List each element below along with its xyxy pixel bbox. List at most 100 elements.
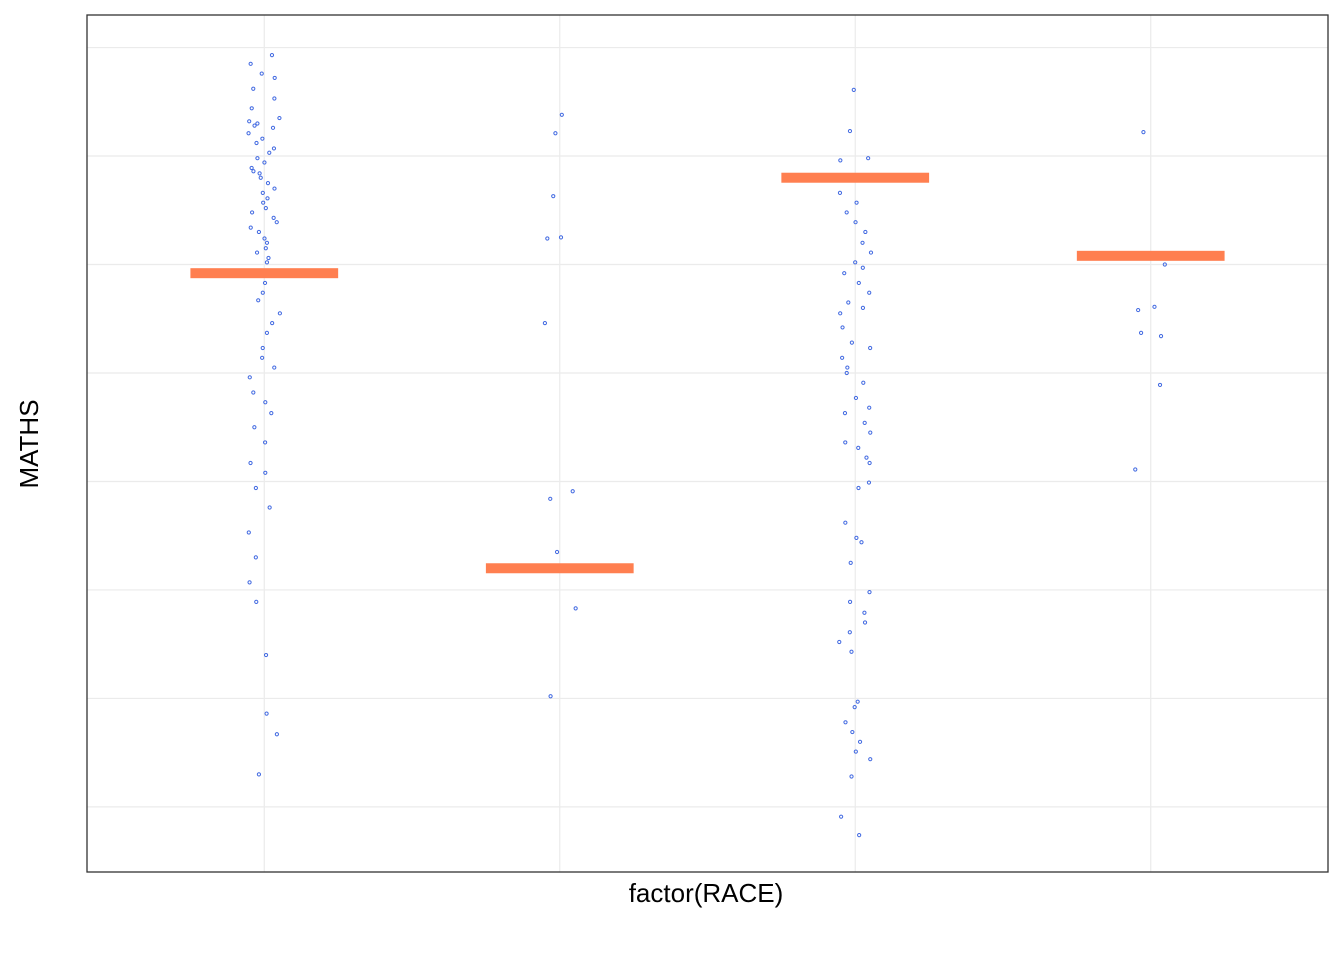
point [847,599,853,604]
point [844,370,849,376]
point [265,181,271,186]
point [867,290,872,295]
point [857,739,863,744]
point [849,649,854,654]
point [859,540,864,545]
point [262,280,268,286]
point [860,240,865,245]
point [249,106,254,111]
point [548,496,553,501]
point [247,375,252,380]
point [261,200,266,205]
point [260,345,265,351]
point [263,205,268,211]
point [254,599,259,604]
point [272,75,277,81]
point [573,606,578,611]
point [260,190,265,196]
point [842,271,847,276]
point [265,196,270,201]
point [262,236,267,241]
point [866,480,872,485]
point [247,580,252,585]
point [856,485,861,491]
point [252,425,257,430]
point [264,260,270,265]
point [848,560,853,565]
point [256,772,262,777]
point [248,61,253,66]
point [259,71,264,76]
point [548,694,553,699]
point [1152,304,1157,309]
point [842,411,848,416]
point [266,255,271,261]
point [553,131,558,136]
point [272,186,277,191]
point [852,705,857,710]
point [862,620,868,625]
point [847,630,852,635]
point [853,260,858,265]
point [851,87,856,92]
point [856,445,861,450]
point [269,411,274,416]
mean-bar [190,268,339,279]
point [1158,334,1164,339]
point [838,158,843,163]
point [274,732,279,737]
point [867,460,872,466]
point [246,131,251,136]
point [249,165,254,171]
point [1138,330,1144,335]
point [271,215,276,220]
point [262,160,267,165]
point [837,190,843,196]
point [255,156,260,161]
point [272,365,277,370]
point [254,250,260,255]
point [868,250,874,255]
point [263,400,268,405]
point [269,53,275,58]
point [252,123,257,128]
point [551,194,556,199]
point [264,240,270,245]
mean-bar [485,563,634,574]
point [256,298,261,303]
point [850,729,855,735]
point [847,128,853,134]
x-axis-title: factor(RACE) [629,878,784,908]
point [854,200,859,205]
point [860,305,866,310]
point [1157,382,1163,388]
point [868,430,873,435]
point [838,311,843,316]
point [863,229,868,235]
point [854,535,859,540]
point [253,555,258,560]
point [260,290,265,295]
point [840,325,845,330]
point [860,265,865,270]
point [270,320,275,326]
point [843,520,848,525]
point [866,156,871,161]
point [272,96,277,101]
point [248,225,253,230]
point [857,833,862,838]
point [251,86,256,91]
point [845,365,850,370]
point [867,590,872,595]
point [256,229,262,235]
point [862,420,867,425]
point [263,246,268,251]
point [277,311,282,316]
mean-bar [781,172,930,183]
point [837,639,842,645]
point [868,345,873,351]
point [271,146,277,151]
point [545,236,550,241]
point [868,757,873,762]
point [853,395,859,401]
